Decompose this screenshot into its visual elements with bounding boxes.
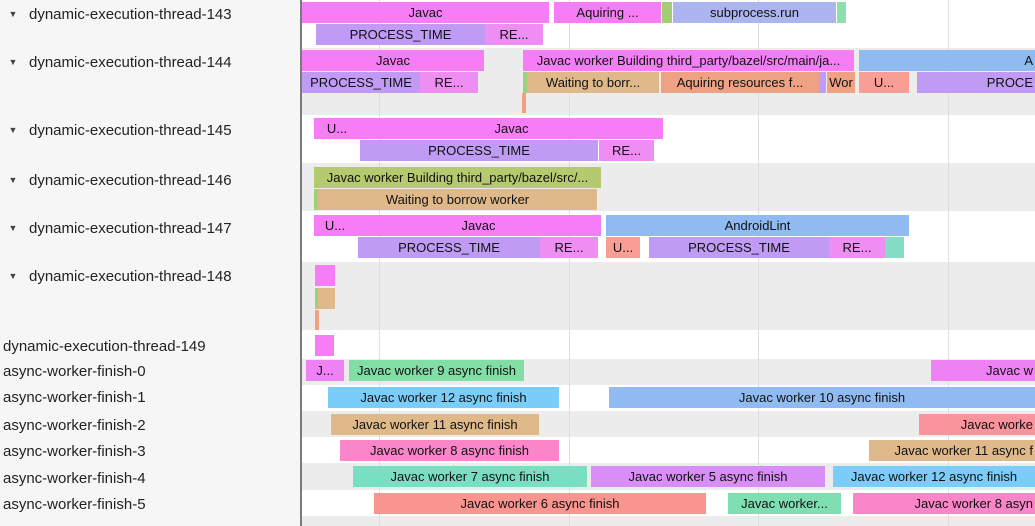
track-group-row[interactable]: ▼ dynamic-execution-thread-145 <box>0 120 298 140</box>
collapse-arrow-icon[interactable]: ▼ <box>8 9 18 19</box>
trace-slice[interactable]: RE... <box>485 24 543 45</box>
trace-slice[interactable]: Javac worker 8 asyn <box>853 493 1035 514</box>
collapse-arrow-icon[interactable]: ▼ <box>8 57 18 67</box>
trace-slice[interactable]: AndroidLint <box>606 215 909 236</box>
track-row-background <box>302 262 1035 330</box>
track-group-label: dynamic-execution-thread-148 <box>29 267 232 285</box>
trace-slice-sliver[interactable] <box>314 189 318 210</box>
track-group-row: async-worker-finish-1 <box>0 387 298 407</box>
trace-slice-sliver[interactable] <box>318 288 335 309</box>
track-group-row: async-worker-finish-4 <box>0 468 298 488</box>
trace-slice-sliver[interactable] <box>522 93 526 113</box>
trace-slice[interactable]: Javac worker Building third_party/bazel/… <box>523 50 854 71</box>
time-gridline <box>379 0 380 526</box>
track-group-label: dynamic-execution-thread-149 <box>3 337 206 355</box>
trace-slice[interactable]: Javac worker 12 async finish <box>833 466 1035 487</box>
trace-slice[interactable]: Javac worker 7 async finish <box>353 466 587 487</box>
track-group-row: async-worker-finish-5 <box>0 494 298 514</box>
track-group-label: async-worker-finish-4 <box>3 469 146 487</box>
track-group-row: async-worker-finish-3 <box>0 441 298 461</box>
timeline-canvas[interactable]: Javac Aquiring ... subprocess.run PROCESS_T… <box>302 0 1035 526</box>
trace-slice[interactable]: PROCESS_TIME <box>360 140 598 161</box>
trace-slice[interactable]: U... <box>314 215 356 236</box>
track-group-label: async-worker-finish-2 <box>3 416 146 434</box>
time-gridline <box>948 0 949 526</box>
trace-slice[interactable]: Javac <box>360 118 663 139</box>
trace-slice-sliver[interactable] <box>837 2 846 23</box>
trace-slice[interactable]: subprocess.run <box>673 2 836 23</box>
trace-slice[interactable]: Javac w <box>931 360 1035 381</box>
track-group-label: dynamic-execution-thread-143 <box>29 5 232 23</box>
collapse-arrow-icon[interactable]: ▼ <box>8 175 18 185</box>
track-group-label: dynamic-execution-thread-147 <box>29 219 232 237</box>
track-group-row: async-worker-finish-0 <box>0 361 298 381</box>
trace-slice-sliver[interactable] <box>523 72 527 93</box>
trace-slice-sliver[interactable] <box>315 335 334 356</box>
trace-slice-sliver[interactable] <box>819 72 826 93</box>
trace-slice[interactable]: Javac <box>302 50 484 71</box>
track-group-row[interactable]: ▼ dynamic-execution-thread-147 <box>0 218 298 238</box>
collapse-arrow-icon[interactable]: ▼ <box>8 223 18 233</box>
track-group-label: async-worker-finish-1 <box>3 388 146 406</box>
trace-slice-sliver[interactable] <box>315 288 319 309</box>
track-group-row: async-worker-finish-2 <box>0 415 298 435</box>
trace-slice-sliver[interactable] <box>315 265 335 286</box>
trace-slice[interactable]: Waiting to borrow worker <box>318 189 597 210</box>
time-gridline <box>758 0 759 526</box>
trace-slice[interactable]: PROCESS_TIME <box>358 237 540 258</box>
trace-slice[interactable]: RE... <box>829 237 885 258</box>
trace-slice[interactable]: PROCESS_TIME <box>302 72 420 93</box>
trace-slice[interactable]: PROCESS_TIME <box>316 24 485 45</box>
trace-slice[interactable]: Javac worker 8 async finish <box>340 440 559 461</box>
trace-slice-sliver[interactable] <box>885 237 904 258</box>
trace-slice[interactable]: RE... <box>599 140 654 161</box>
trace-slice[interactable]: RE... <box>420 72 478 93</box>
track-group-row[interactable]: ▼ dynamic-execution-thread-146 <box>0 170 298 190</box>
trace-slice[interactable]: Waiting to borr... <box>527 72 659 93</box>
track-group-label: dynamic-execution-thread-144 <box>29 53 232 71</box>
track-group-row[interactable]: ▼ dynamic-execution-thread-148 <box>0 266 298 286</box>
trace-slice[interactable]: Javac worker 11 async finish <box>331 414 539 435</box>
trace-slice[interactable]: RE... <box>540 237 598 258</box>
time-gridline <box>569 0 570 526</box>
trace-slice[interactable]: U... <box>859 72 909 93</box>
trace-slice[interactable]: PROCESS_TIME <box>649 237 829 258</box>
track-group-label: dynamic-execution-thread-145 <box>29 121 232 139</box>
trace-slice[interactable]: Javac <box>302 2 549 23</box>
collapse-arrow-icon[interactable]: ▼ <box>8 271 18 281</box>
trace-slice-sliver[interactable] <box>315 310 319 330</box>
trace-slice[interactable]: Javac worker 5 async finish <box>591 466 825 487</box>
trace-slice[interactable]: Wor <box>827 72 855 93</box>
trace-slice[interactable]: Javac worker 10 async finish <box>609 387 1035 408</box>
track-row-background <box>302 516 1035 526</box>
trace-slice[interactable]: Javac worker 11 async f <box>869 440 1035 461</box>
trace-slice[interactable]: J... <box>306 360 344 381</box>
trace-slice[interactable]: Javac worker Building third_party/bazel/… <box>314 167 601 188</box>
trace-slice[interactable]: A <box>859 50 1035 71</box>
trace-slice[interactable]: Aquiring ... <box>554 2 661 23</box>
track-row-background <box>302 330 1035 359</box>
trace-slice[interactable]: U... <box>606 237 640 258</box>
trace-slice[interactable]: Javac worker 6 async finish <box>374 493 706 514</box>
trace-slice[interactable]: Aquiring resources f... <box>661 72 819 93</box>
track-group-row[interactable]: ▼ dynamic-execution-thread-144 <box>0 52 298 72</box>
track-group-label: async-worker-finish-0 <box>3 362 146 380</box>
track-group-label: dynamic-execution-thread-146 <box>29 171 232 189</box>
track-group-row[interactable]: ▼ dynamic-execution-thread-143 <box>0 4 298 24</box>
trace-slice[interactable]: Javac worker 12 async finish <box>328 387 559 408</box>
trace-slice-sliver[interactable] <box>662 2 672 23</box>
collapse-arrow-icon[interactable]: ▼ <box>8 125 18 135</box>
track-group-row: dynamic-execution-thread-149 <box>0 336 298 356</box>
trace-slice[interactable]: Javac <box>356 215 601 236</box>
track-group-label: async-worker-finish-3 <box>3 442 146 460</box>
trace-slice[interactable]: Javac worker... <box>728 493 841 514</box>
trace-slice[interactable]: Javac worker 9 async finish <box>349 360 524 381</box>
track-name-sidebar: ▼ dynamic-execution-thread-143 ▼ dynamic-ex… <box>0 0 302 526</box>
trace-slice[interactable]: PROCE <box>917 72 1035 93</box>
track-group-label: async-worker-finish-5 <box>3 495 146 513</box>
trace-slice[interactable]: Javac worke <box>919 414 1035 435</box>
trace-slice[interactable]: U... <box>314 118 360 139</box>
